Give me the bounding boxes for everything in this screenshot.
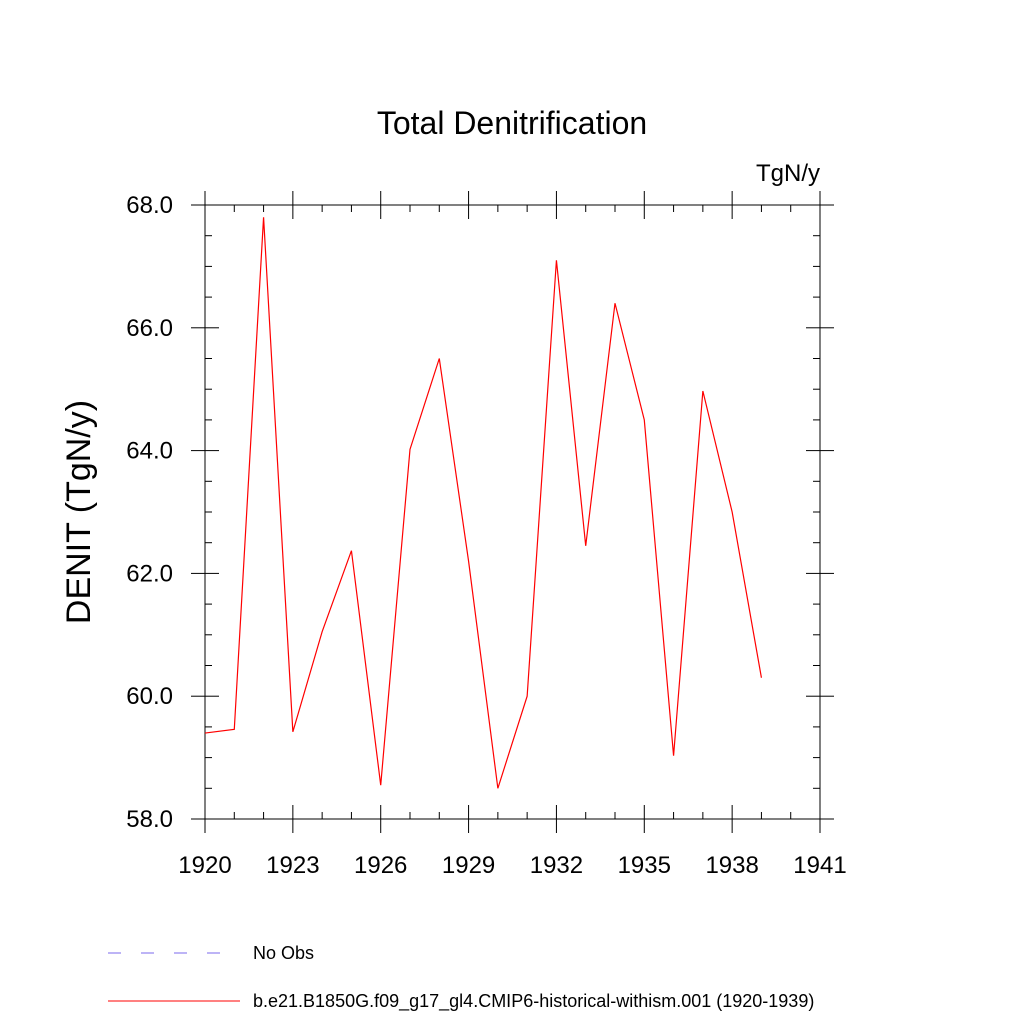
x-tick-label: 1932 xyxy=(530,852,583,879)
x-tick-label: 1938 xyxy=(705,852,758,879)
y-tick-label: 66.0 xyxy=(126,315,173,342)
y-axis-label: DENIT (TgN/y) xyxy=(60,400,98,624)
legend-label-model: b.e21.B1850G.f09_g17_gl4.CMIP6-historica… xyxy=(253,991,814,1012)
units-label: TgN/y xyxy=(756,160,820,187)
x-tick-label: 1941 xyxy=(793,852,846,879)
y-tick-label: 68.0 xyxy=(126,192,173,219)
x-tick-label: 1923 xyxy=(266,852,319,879)
y-tick-label: 60.0 xyxy=(126,683,173,710)
y-tick-label: 62.0 xyxy=(126,560,173,587)
axis-ticks xyxy=(191,191,834,833)
legend: No Obs b.e21.B1850G.f09_g17_gl4.CMIP6-hi… xyxy=(108,943,814,1012)
y-tick-label: 58.0 xyxy=(126,806,173,833)
series-line xyxy=(204,217,763,789)
y-tick-label: 64.0 xyxy=(126,438,173,465)
x-tick-label: 1935 xyxy=(618,852,671,879)
x-tick-label: 1926 xyxy=(354,852,407,879)
plot-frame xyxy=(204,204,821,820)
legend-label-no-obs: No Obs xyxy=(253,943,314,963)
x-tick-label: 1929 xyxy=(442,852,495,879)
tick-labels: 1920 1923 1926 1929 1932 1935 1938 1941 58.0 60.0… xyxy=(126,192,846,879)
chart-title: Total Denitrification xyxy=(377,105,647,141)
x-tick-label: 1920 xyxy=(178,852,231,879)
